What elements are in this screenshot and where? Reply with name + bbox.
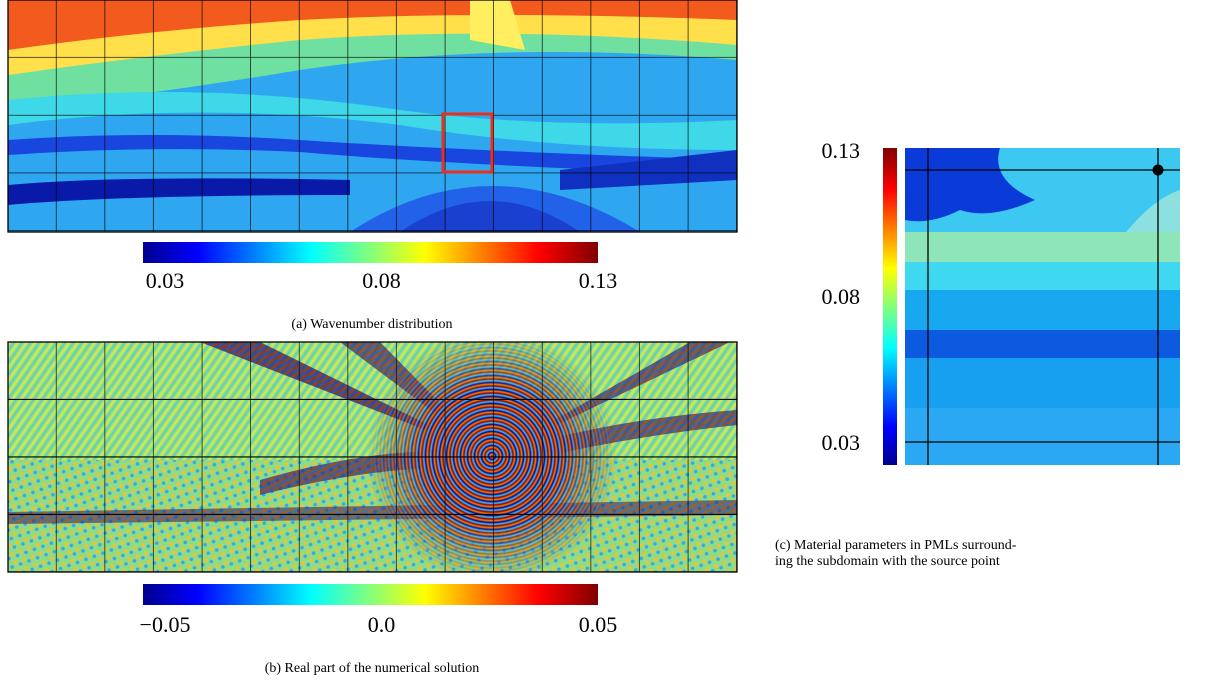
colorbar-tick-label: 0.08: [822, 284, 861, 309]
colorbar-tick-label: 0.05: [579, 612, 618, 637]
colorbar-tick-label: 0.08: [362, 268, 401, 293]
colorbar-tick-label: 0.03: [822, 430, 861, 455]
colorbar: [883, 148, 897, 465]
colorbar-tick-label: −0.05: [140, 612, 191, 637]
caption: (a) Wavenumber distribution: [291, 317, 452, 332]
colorbar: [143, 242, 598, 263]
colorbar-tick-label: 0.03: [146, 268, 185, 293]
image-frame: [7, 341, 738, 573]
image-frame: [7, 0, 738, 233]
colorbar-tick-label: 0.0: [368, 612, 396, 637]
solution-image: [8, 342, 737, 572]
pml-image: [905, 148, 1180, 465]
subdomain-box: [441, 112, 494, 174]
colorbar-tick-label: 0.13: [822, 138, 861, 163]
caption: (c) Material parameters in PMLs surround…: [775, 538, 1017, 553]
caption: ing the subdomain with the source point: [775, 554, 1000, 569]
colorbar: [143, 584, 598, 605]
wavenumber-image: [8, 0, 737, 232]
caption: (b) Real part of the numerical solution: [265, 661, 480, 676]
colorbar-tick-label: 0.13: [579, 268, 618, 293]
